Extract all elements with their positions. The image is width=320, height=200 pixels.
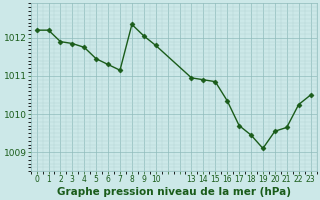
X-axis label: Graphe pression niveau de la mer (hPa): Graphe pression niveau de la mer (hPa) bbox=[57, 187, 291, 197]
